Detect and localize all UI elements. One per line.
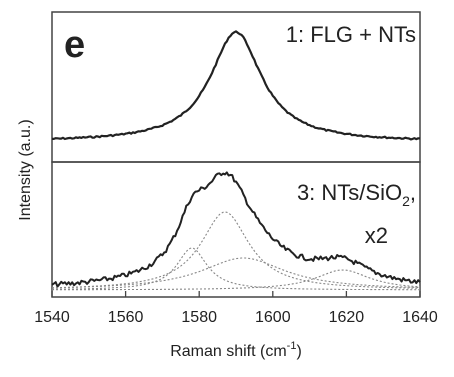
x-tick-label-1580: 1580 [181,309,217,326]
bottom-label-sub: 2 [402,193,410,209]
x-tick-label-1540: 1540 [34,309,70,326]
x-axis-title-main: Raman shift (cm [170,343,286,360]
bottom-label-main: 3: NTs/SiO [297,180,402,205]
fit-component-4 [52,269,421,291]
y-axis-title: Intensity (a.u.) [17,119,34,220]
fit-component-1 [52,247,420,291]
x-tick-label-1620: 1620 [329,309,365,326]
x-axis-title: Raman shift (cm-1) [170,340,302,360]
bottom-spectrum-label: 3: NTs/SiO2, [297,180,416,209]
bottom-spectrum-line [51,171,421,288]
x-tick-label-1640: 1640 [402,309,438,326]
x-axis-title-sup: -1 [287,340,297,352]
top-spectrum-line [52,30,421,141]
x-axis-ticks: 1540 1560 1580 1600 1620 1640 [34,291,438,326]
x-axis-title-end: ) [296,343,301,360]
fit-component-3 [52,257,421,289]
bottom-spectrum-multiplier: x2 [365,223,388,248]
x-tick-label-1560: 1560 [108,309,144,326]
x-tick-label-1600: 1600 [255,309,291,326]
panel-letter: e [64,24,85,66]
fit-component-2 [52,211,421,289]
bottom-panel-frame [51,161,421,298]
top-spectrum-label: 1: FLG + NTs [286,22,416,47]
spectra-lines [51,30,421,291]
bottom-label-end: , [410,180,416,205]
